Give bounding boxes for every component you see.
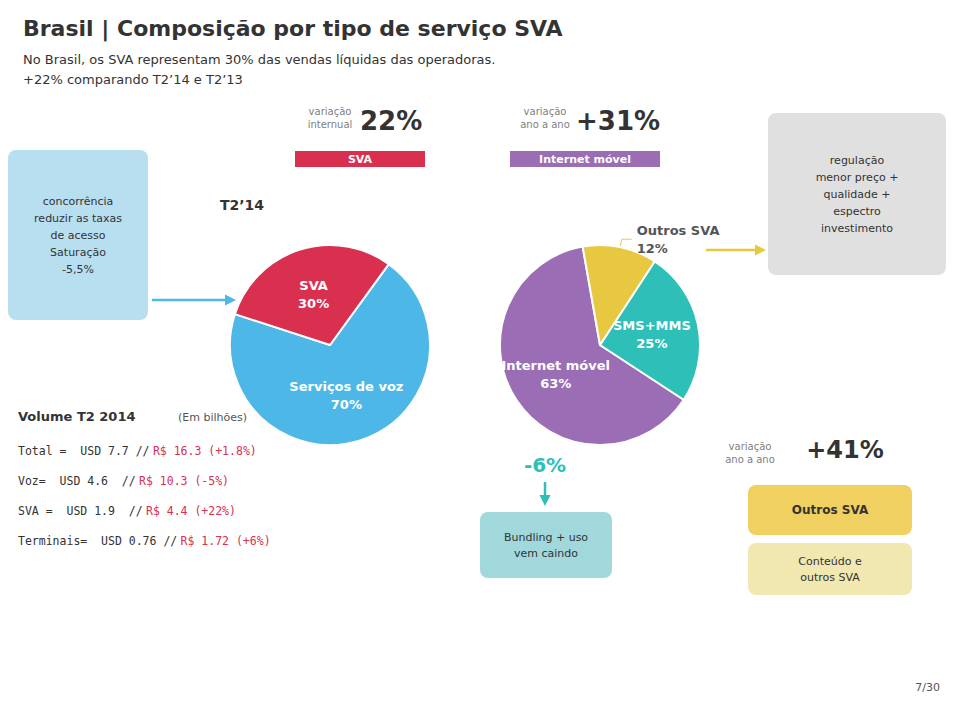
svg-text:Terminais= USD 0.76 //: Terminais= USD 0.76 // [18, 534, 177, 548]
svg-text:Outros SVA: Outros SVA [792, 503, 869, 517]
svg-text:R$ 16.3 (+1.8%): R$ 16.3 (+1.8%) [153, 444, 257, 458]
svg-text:regulação: regulação [830, 154, 885, 167]
svg-text:Volume T2 2014: Volume T2 2014 [18, 409, 136, 424]
svg-text:Conteúdo e: Conteúdo e [798, 555, 862, 568]
svg-text:+41%: +41% [806, 436, 884, 464]
svg-text:R$ 1.72 (+6%): R$ 1.72 (+6%) [181, 534, 271, 548]
svg-text:-6%: -6% [524, 453, 566, 477]
svg-text:SMS+MMS: SMS+MMS [613, 318, 691, 333]
svg-text:7/30: 7/30 [915, 681, 940, 694]
svg-text:SVA = USD 1.9 //: SVA = USD 1.9 // [18, 504, 143, 518]
svg-text:Serviços de voz: Serviços de voz [289, 379, 403, 394]
svg-text:T2’14: T2’14 [220, 197, 264, 213]
svg-text:R$ 10.3 (-5%): R$ 10.3 (-5%) [139, 474, 229, 488]
svg-text:Internet móvel: Internet móvel [501, 358, 610, 373]
svg-text:concorrência: concorrência [43, 195, 114, 208]
svg-text:30%: 30% [298, 296, 329, 311]
svg-text:qualidade +: qualidade + [824, 188, 891, 201]
svg-text:25%: 25% [636, 336, 667, 351]
svg-text:variação: variação [524, 106, 567, 117]
svg-text:SVA: SVA [299, 278, 328, 293]
svg-text:63%: 63% [540, 376, 571, 391]
svg-text:Internet móvel: Internet móvel [539, 153, 631, 166]
svg-text:12%: 12% [637, 241, 668, 256]
svg-text:investimento: investimento [821, 222, 893, 235]
svg-text:(Em bilhões): (Em bilhões) [178, 411, 247, 424]
svg-text:22%: 22% [360, 106, 422, 136]
svg-text:ano a ano: ano a ano [725, 454, 775, 465]
svg-text:No Brasil, os SVA representam: No Brasil, os SVA representam 30% das ve… [23, 52, 495, 67]
svg-text:variação: variação [729, 441, 772, 452]
svg-text:Bundling + uso: Bundling + uso [504, 531, 588, 544]
svg-text:variação: variação [309, 106, 352, 117]
svg-text:Total = USD 7.7 //: Total = USD 7.7 // [18, 444, 150, 458]
svg-text:Saturação: Saturação [50, 246, 106, 259]
svg-text:+22% comparando T2’14 e T2’13: +22% comparando T2’14 e T2’13 [23, 72, 243, 87]
svg-text:reduzir as taxas: reduzir as taxas [34, 212, 122, 225]
svg-text:Outros SVA: Outros SVA [637, 223, 720, 238]
svg-text:internual: internual [308, 119, 353, 130]
svg-text:Brasil | Composição por tipo d: Brasil | Composição por tipo de serviço … [23, 16, 563, 42]
svg-text:R$ 4.4 (+22%): R$ 4.4 (+22%) [146, 504, 236, 518]
svg-text:vem caindo: vem caindo [514, 547, 578, 560]
svg-text:70%: 70% [331, 397, 362, 412]
svg-text:espectro: espectro [833, 205, 881, 218]
svg-text:Voz= USD 4.6 //: Voz= USD 4.6 // [18, 474, 136, 488]
svg-text:de acesso: de acesso [51, 229, 106, 242]
svg-text:+31%: +31% [576, 106, 660, 136]
svg-text:outros SVA: outros SVA [800, 571, 860, 584]
svg-text:-5,5%: -5,5% [62, 263, 94, 276]
svg-text:ano a ano: ano a ano [520, 119, 570, 130]
svg-text:menor preço +: menor preço + [816, 171, 899, 184]
svg-text:SVA: SVA [348, 153, 373, 166]
